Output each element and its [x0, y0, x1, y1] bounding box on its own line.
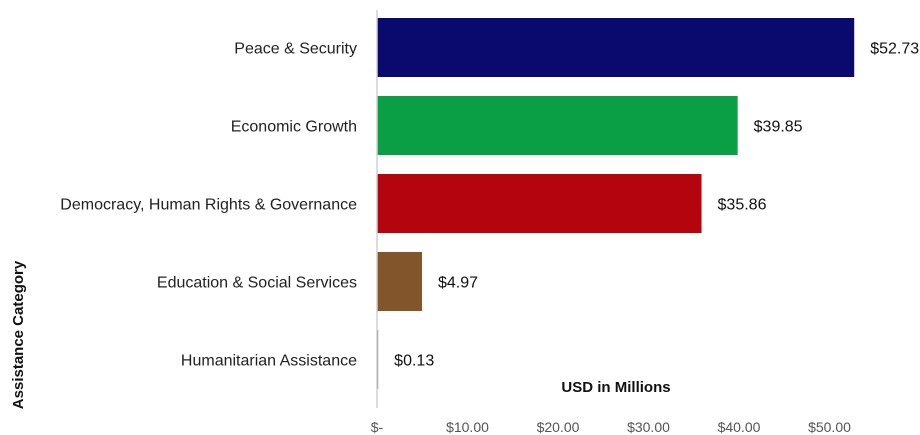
- x-tick-label-3: $20.00: [537, 419, 580, 435]
- bars-group: [377, 18, 855, 389]
- x-tick-label-6: $50.00: [808, 419, 851, 435]
- x-tick-labels-group: $- $10.00 $20.00 $30.00 $40.00 $50.00: [371, 419, 851, 435]
- x-tick-label-5: $40.00: [718, 419, 761, 435]
- x-tick-label-4: $30.00: [627, 419, 670, 435]
- value-label-2: $39.85: [754, 119, 803, 136]
- x-axis-title: USD in Millions: [561, 379, 670, 396]
- y-axis-title: Assistance Category: [10, 260, 27, 409]
- category-labels-group: Peace & Security Economic Growth Democracy…: [60, 41, 357, 370]
- value-labels-group: $52.73 $39.85 $35.86 $4.97 $0.13: [394, 41, 919, 370]
- value-label-3: $35.86: [718, 197, 767, 214]
- bar-4: [377, 252, 422, 311]
- value-label-5: $0.13: [394, 353, 434, 370]
- bar-3: [377, 174, 702, 233]
- bar-1: [377, 18, 855, 77]
- category-label-3: Democracy, Human Rights & Governance: [60, 197, 357, 214]
- x-tick-label-1: $-: [371, 419, 384, 435]
- category-label-2: Economic Growth: [231, 119, 357, 136]
- value-label-4: $4.97: [438, 275, 478, 292]
- value-label-1: $52.73: [870, 41, 919, 58]
- category-label-1: Peace & Security: [234, 41, 357, 58]
- category-label-4: Education & Social Services: [157, 275, 357, 292]
- x-tick-label-2: $10.00: [446, 419, 489, 435]
- bar-2: [377, 96, 738, 155]
- category-label-5: Humanitarian Assistance: [181, 353, 357, 370]
